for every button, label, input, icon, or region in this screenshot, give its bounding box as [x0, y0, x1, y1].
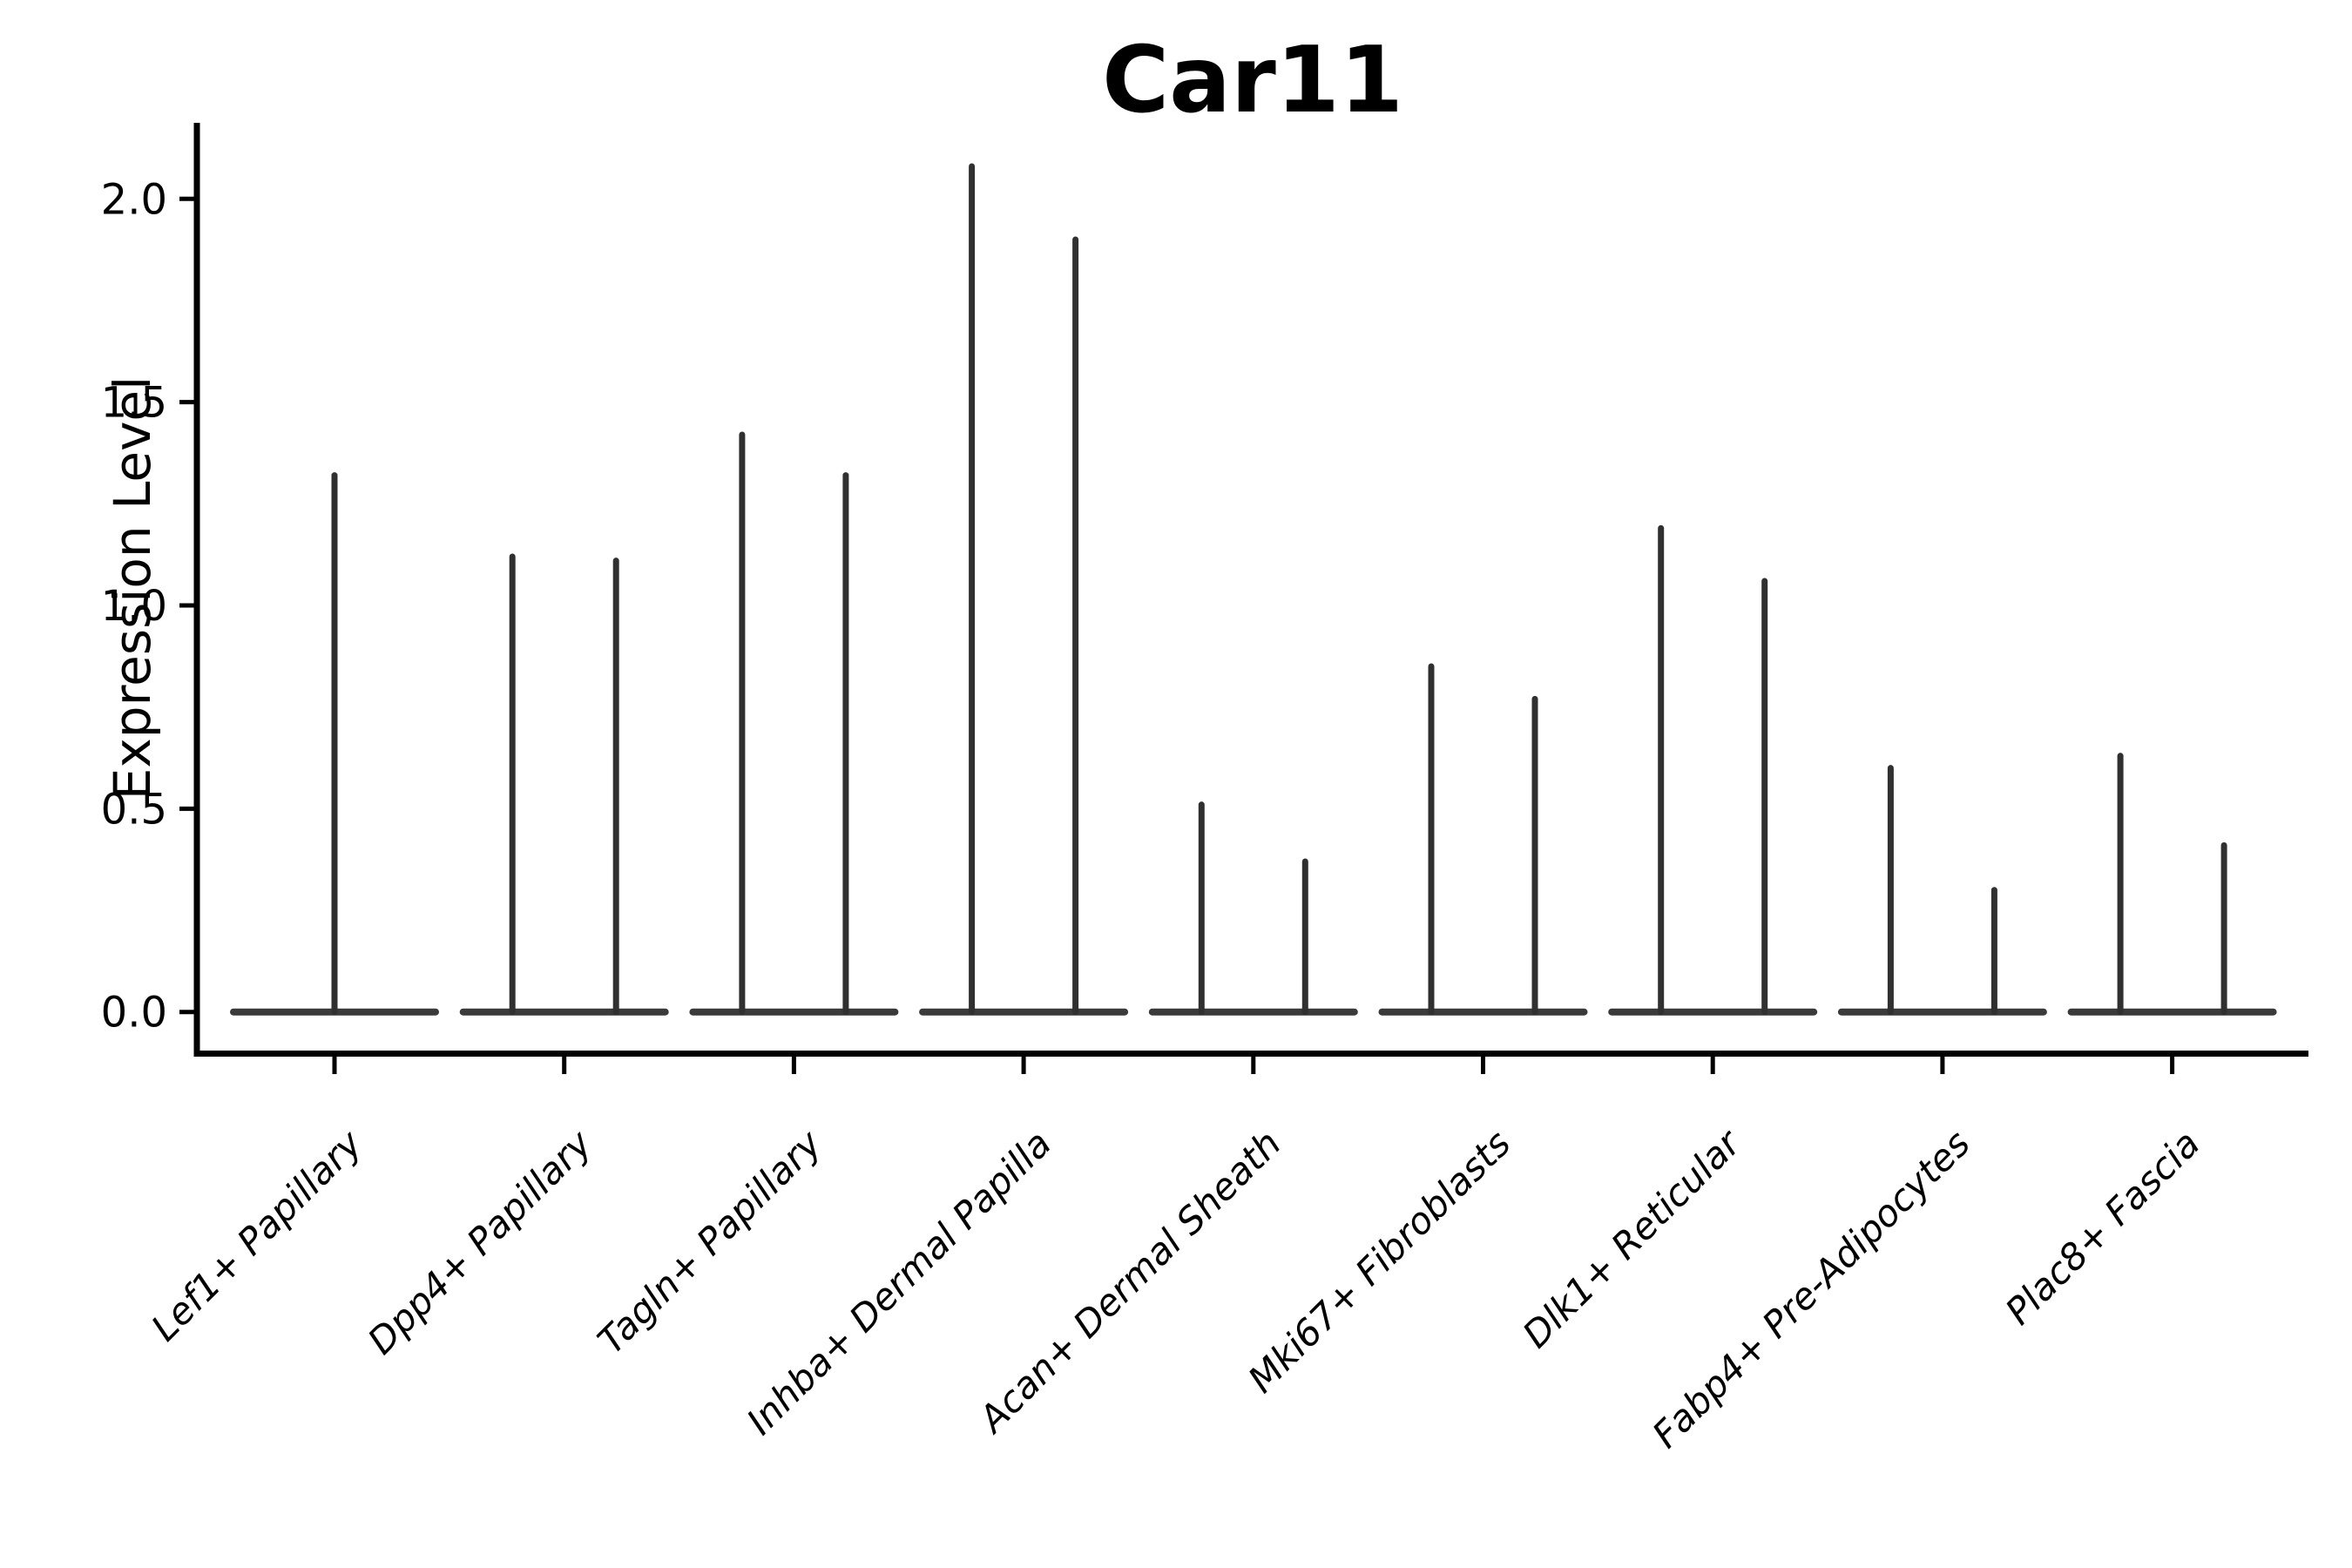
violin-base — [1148, 1008, 1358, 1016]
y-tick-label: 1.0 — [101, 582, 167, 631]
y-tick-label: 2.0 — [101, 175, 167, 224]
violins — [230, 163, 2277, 1016]
x-tick-label: Dpp4+ Papillary — [360, 1121, 601, 1362]
plot-title: Car11 — [1102, 27, 1403, 133]
x-tick-label: Mki67+ Fibroblasts — [1240, 1122, 1518, 1401]
violin-base — [1608, 1008, 1818, 1016]
y-tick-label: 0.5 — [101, 785, 167, 834]
violin-base — [1837, 1008, 2047, 1016]
y-axis-label: Expression Level — [103, 376, 162, 800]
axes — [193, 123, 2308, 1057]
y-tick-label: 1.5 — [101, 379, 167, 428]
violin-base — [2067, 1008, 2277, 1016]
x-tick-label: Plac8+ Fascia — [1997, 1122, 2208, 1333]
violin-base — [459, 1008, 669, 1016]
violin-base — [919, 1008, 1129, 1016]
violin-base — [1378, 1008, 1588, 1016]
x-tick-label: Dlk1+ Reticular — [1514, 1120, 1750, 1356]
violin-base — [689, 1008, 899, 1016]
y-tick-label: 0.0 — [101, 989, 167, 1037]
x-tick-label: Tagln+ Papillary — [590, 1121, 831, 1362]
y-axis-ticks: 0.0 0.5 1.0 1.5 2.0 — [101, 175, 197, 1037]
x-tick-label: Lef1+ Papillary — [143, 1121, 371, 1349]
